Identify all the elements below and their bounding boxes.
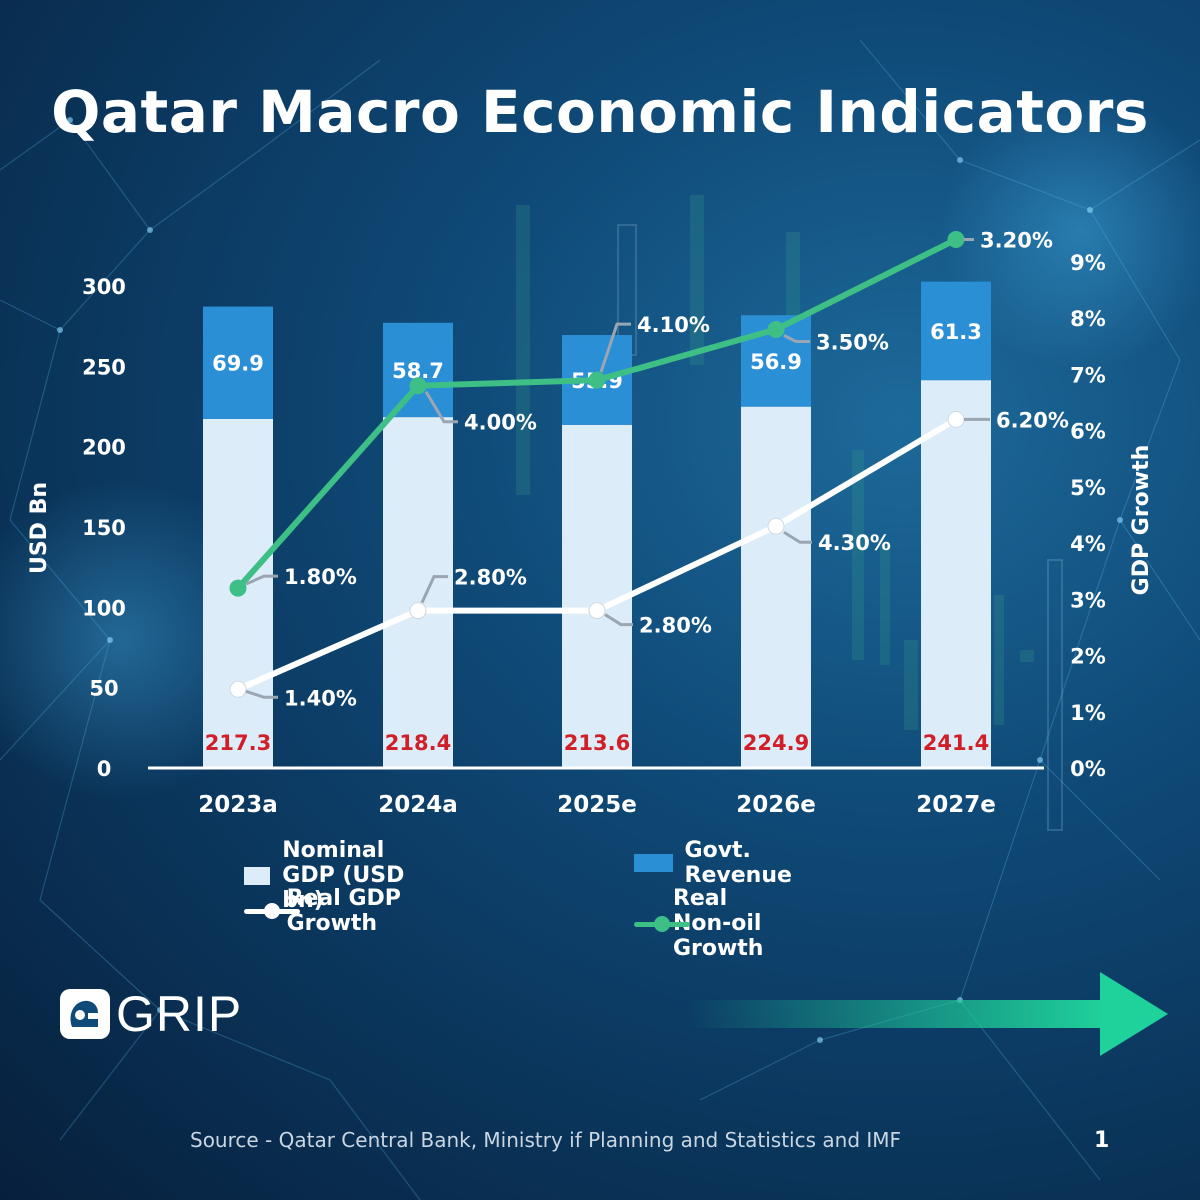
source-note: Source - Qatar Central Bank, Ministry if… [190,1128,902,1152]
real-gdp-growth-point [409,602,427,620]
real-nonoil-growth-leader [783,334,810,343]
real-gdp-growth-leader [604,613,633,627]
bar-nominal-gdp-value: 241.4 [923,731,989,755]
real-gdp-growth-label: 2.80% [454,566,527,590]
right-axis-tick-label: 1% [1070,701,1106,725]
real-gdp-growth-label: 2.80% [639,614,712,638]
real-nonoil-growth-leader [424,390,458,424]
real-nonoil-growth-label: 4.10% [637,313,710,337]
real-nonoil-growth-point [409,377,427,395]
legend-real-gdp-growth-label: Real GDP Growth [286,886,401,936]
grip-logo-icon [60,989,110,1039]
bar-govt-revenue [921,281,991,381]
bar-nominal-gdp [383,417,453,768]
legend-real-gdp-growth: Real GDP Growth [244,886,403,936]
left-axis-tick-label: 150 [82,516,126,540]
bar-govt-revenue [383,322,453,418]
right-axis-tick-label: 3% [1070,588,1106,612]
real-gdp-growth-label: 1.40% [284,686,357,710]
bar-nominal-gdp-value: 217.3 [205,731,271,755]
bar-govt-revenue [203,306,273,419]
right-axis-label: GDP Growth [1129,445,1154,596]
real-gdp-growth-label: 6.20% [996,408,1069,432]
legend-real-nonoil-growth: Real Non-oil Growth [634,886,793,961]
bar-nominal-gdp-value: 213.6 [564,731,630,755]
real-gdp-growth-point [588,602,606,620]
real-nonoil-growth-point [588,371,606,389]
x-axis-tick-label: 2027e [916,792,996,818]
real-gdp-growth-leader [783,530,812,544]
left-axis-tick-label: 100 [82,596,126,620]
right-axis-tick-label: 5% [1070,476,1106,500]
x-axis-ticks: 2023a 2024a 2025e 2026e 2027e [198,792,996,818]
bar-nominal-gdp [741,406,811,768]
real-nonoil-growth-label: 3.20% [980,229,1053,253]
real-nonoil-growth-leader [245,574,278,586]
real-nonoil-growth-point [229,579,247,597]
left-axis-ticks: 0 50 100 150 200 250 300 [82,275,126,781]
legend-nominal-gdp: Nominal GDP (USD bn) [244,838,414,913]
real-gdp-growth-leader [420,575,448,604]
legend-nominal-gdp-swatch [244,866,271,885]
legend-real-gdp-growth-swatch [244,902,300,920]
real-gdp-growth-label: 4.30% [818,531,891,555]
real-gdp-growth-point [767,517,785,535]
bar-nominal-gdp-value: 218.4 [385,731,451,755]
bar-nominal-gdp-value: 224.9 [743,731,809,755]
real-gdp-growth-leader [245,689,278,699]
bar-nominal-gdp [921,380,991,768]
right-axis-tick-label: 7% [1070,363,1106,387]
right-axis-tick-label: 9% [1070,251,1106,275]
real-nonoil-growth-label: 4.00% [464,411,537,435]
legend-real-nonoil-growth-label: Real Non-oil Growth [672,886,764,961]
right-axis-ticks: 0% 1% 2% 3% 4% 5% 6% 7% 8% 9% [1070,251,1106,781]
bar-govt-revenue-value: 56.9 [750,350,802,374]
real-nonoil-growth-leader [599,322,631,373]
left-axis-tick-label: 250 [82,355,126,379]
real-nonoil-growth-label: 3.50% [816,330,889,354]
right-axis-tick-label: 0% [1070,757,1106,781]
real-nonoil-growth-point [767,320,785,338]
real-gdp-growth-point [229,680,247,698]
page-title: Qatar Macro Economic Indicators [51,78,1149,146]
left-axis-tick-label: 0 [97,757,112,781]
legend-govt-revenue-swatch [634,854,673,872]
real-nonoil-growth-point [947,231,965,249]
grip-logo: GRIP [58,986,242,1042]
bar-govt-revenue-value: 61.3 [930,320,982,344]
real-nonoil-growth-label: 1.80% [284,565,357,589]
legend-nominal-gdp-label: Nominal GDP (USD bn) [282,838,405,913]
bar-govt-revenue-value: 69.9 [212,352,264,376]
left-axis-label: USD Bn [27,482,52,574]
legend-govt-revenue-label: Govt. Revenue [684,838,792,888]
x-axis-tick-label: 2025e [557,792,637,818]
right-axis-tick-label: 4% [1070,532,1106,556]
page-number: 1 [1094,1128,1110,1153]
x-axis-tick-label: 2023a [198,792,278,818]
right-axis-tick-label: 6% [1070,420,1106,444]
real-gdp-growth-point [947,410,965,428]
left-axis-tick-label: 50 [89,677,118,701]
left-axis-tick-label: 300 [82,275,126,299]
grip-logo-text: GRIP [116,986,243,1042]
growth-labels: 1.80% 4.00% 4.10% 3.50% 3.20% 1.40% 2.80% 2.80%… [245,229,1069,710]
left-axis-tick-label: 200 [82,436,126,460]
x-axis-tick-label: 2024a [378,792,458,818]
arrow-right-icon [686,972,1168,1056]
right-axis-tick-label: 2% [1070,645,1106,669]
x-axis-tick-label: 2026e [736,792,816,818]
legend-govt-revenue: Govt. Revenue [634,838,809,888]
legend-real-nonoil-growth-swatch [634,915,690,933]
right-axis-tick-label: 8% [1070,307,1106,331]
growth-lines [229,231,965,698]
